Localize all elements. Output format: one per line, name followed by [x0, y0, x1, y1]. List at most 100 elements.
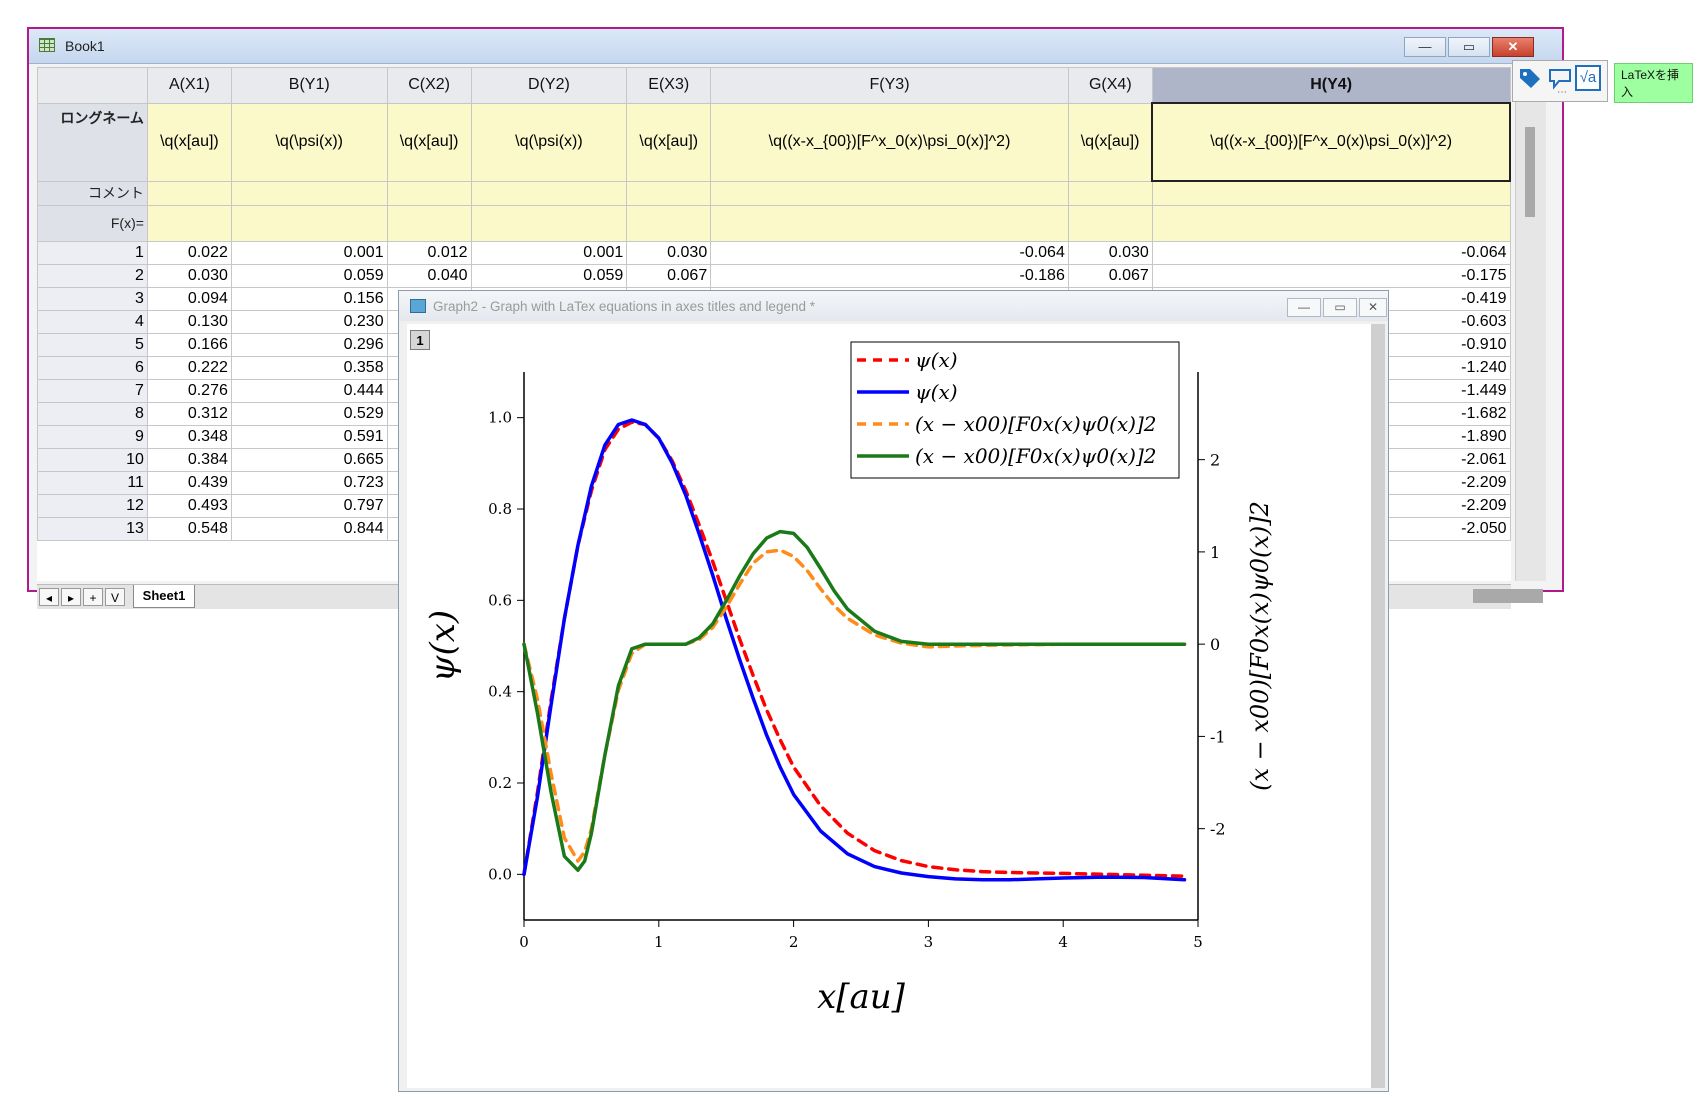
data-cell[interactable]: 0.067 [1067, 263, 1153, 288]
row-number[interactable]: 9 [37, 424, 148, 449]
comment-cell[interactable] [1151, 180, 1511, 206]
graph-window[interactable]: Graph2 - Graph with LaTex equations in a… [398, 290, 1389, 1092]
formula-cell[interactable] [1151, 204, 1511, 242]
graph-page[interactable]: 0 1 2 3 4 5 0.0 0.2 0.4 0.6 0.8 1.0 -2 -1 0 1 2 x[au] ψ(x)… [407, 324, 1371, 1088]
comment-cell[interactable] [386, 180, 472, 206]
column-header[interactable]: H(Y4) [1151, 67, 1511, 104]
column-header[interactable]: C(X2) [386, 67, 472, 104]
sqrt-latex-icon[interactable]: √a [1575, 65, 1601, 91]
row-number[interactable]: 7 [37, 378, 148, 403]
graph-titlebar[interactable]: Graph2 - Graph with LaTex equations in a… [399, 291, 1388, 321]
column-header[interactable]: E(X3) [626, 67, 712, 104]
data-cell[interactable]: 0.001 [470, 240, 628, 265]
tag-icon[interactable] [1517, 65, 1543, 91]
data-cell[interactable]: 0.797 [230, 493, 388, 518]
row-number[interactable]: 5 [37, 332, 148, 357]
comment-cell[interactable] [710, 180, 1069, 206]
graph-minimize-button[interactable]: — [1287, 298, 1321, 317]
row-number[interactable]: 2 [37, 263, 148, 288]
data-cell[interactable]: 0.276 [146, 378, 232, 403]
sheet-tab[interactable]: Sheet1 [133, 585, 195, 608]
close-button[interactable]: ✕ [1492, 37, 1534, 57]
formula-cell[interactable] [1067, 204, 1153, 242]
formula-cell[interactable] [470, 204, 628, 242]
data-cell[interactable]: 0.030 [146, 263, 232, 288]
longname-cell[interactable]: \q(x[au]) [1067, 102, 1153, 182]
data-cell[interactable]: 0.067 [626, 263, 712, 288]
graph-vertical-scrollbar[interactable] [1371, 324, 1385, 1088]
comment-cell[interactable] [146, 180, 232, 206]
row-number[interactable]: 11 [37, 470, 148, 495]
next-sheet-button[interactable]: ▸ [61, 588, 81, 606]
data-cell[interactable]: 0.022 [146, 240, 232, 265]
row-number[interactable]: 3 [37, 286, 148, 311]
column-header[interactable]: A(X1) [146, 67, 232, 104]
comment-cell[interactable] [230, 180, 388, 206]
column-header[interactable]: F(Y3) [710, 67, 1069, 104]
data-cell[interactable]: 0.348 [146, 424, 232, 449]
data-cell[interactable]: 0.548 [146, 516, 232, 541]
data-cell[interactable]: 0.222 [146, 355, 232, 380]
data-cell[interactable]: 0.166 [146, 332, 232, 357]
data-cell[interactable]: 0.723 [230, 470, 388, 495]
data-cell[interactable]: 0.358 [230, 355, 388, 380]
formula-cell[interactable] [230, 204, 388, 242]
row-number[interactable]: 10 [37, 447, 148, 472]
row-number[interactable]: 12 [37, 493, 148, 518]
table-row[interactable]: 2 0.030 0.059 0.040 0.059 0.067 -0.186 0.067 -0.… [37, 263, 1511, 288]
data-cell[interactable]: 0.591 [230, 424, 388, 449]
longname-cell[interactable]: \q(\psi(x)) [230, 102, 388, 182]
data-cell[interactable]: 0.001 [230, 240, 388, 265]
scrollbar-thumb[interactable] [1525, 127, 1535, 217]
data-cell[interactable]: 0.444 [230, 378, 388, 403]
workbook-titlebar[interactable]: Book1 — ▭ ✕ [29, 29, 1562, 64]
formula-cell[interactable] [710, 204, 1069, 242]
more-options[interactable]: ⋯ [1557, 87, 1567, 98]
comment-cell[interactable] [626, 180, 712, 206]
longname-cell[interactable]: \q(\psi(x)) [470, 102, 628, 182]
data-cell[interactable]: 0.059 [470, 263, 628, 288]
data-cell[interactable]: 0.030 [626, 240, 712, 265]
longname-cell[interactable]: \q(x[au]) [146, 102, 232, 182]
column-header[interactable]: D(Y2) [470, 67, 628, 104]
longname-cell[interactable]: \q(x[au]) [386, 102, 472, 182]
sheet-list-button[interactable]: V [105, 588, 125, 606]
longname-cell[interactable]: \q((x-x_{00})[F^x_0(x)\psi_0(x)]^2) [1151, 102, 1511, 182]
data-cell[interactable]: 0.040 [386, 263, 472, 288]
data-cell[interactable]: -0.175 [1151, 263, 1511, 288]
plot-area[interactable]: 0 1 2 3 4 5 0.0 0.2 0.4 0.6 0.8 1.0 -2 -1 0 1 2 x[au] ψ(x)… [407, 324, 1371, 1088]
worksheet-vertical-scrollbar[interactable] [1515, 67, 1546, 581]
data-cell[interactable]: 0.030 [1067, 240, 1153, 265]
graph-close-button[interactable]: ✕ [1359, 298, 1387, 317]
data-cell[interactable]: 0.439 [146, 470, 232, 495]
formula-cell[interactable] [626, 204, 712, 242]
row-number[interactable]: 1 [37, 240, 148, 265]
row-number[interactable]: 13 [37, 516, 148, 541]
data-cell[interactable]: 0.130 [146, 309, 232, 334]
data-cell[interactable]: 0.384 [146, 447, 232, 472]
data-cell[interactable]: 0.230 [230, 309, 388, 334]
maximize-button[interactable]: ▭ [1448, 37, 1490, 57]
corner-cell[interactable] [37, 67, 148, 104]
longname-cell[interactable]: \q(x[au]) [626, 102, 712, 182]
graph-maximize-button[interactable]: ▭ [1323, 298, 1357, 317]
longname-cell[interactable]: \q((x-x_{00})[F^x_0(x)\psi_0(x)]^2) [710, 102, 1069, 182]
column-header[interactable]: G(X4) [1067, 67, 1153, 104]
data-cell[interactable]: -0.064 [1151, 240, 1511, 265]
data-cell[interactable]: 0.156 [230, 286, 388, 311]
data-cell[interactable]: 0.094 [146, 286, 232, 311]
minimize-button[interactable]: — [1404, 37, 1446, 57]
layer-badge[interactable]: 1 [410, 330, 430, 350]
data-cell[interactable]: 0.665 [230, 447, 388, 472]
data-cell[interactable]: 0.844 [230, 516, 388, 541]
formula-cell[interactable] [146, 204, 232, 242]
row-number[interactable]: 6 [37, 355, 148, 380]
data-cell[interactable]: -0.064 [710, 240, 1069, 265]
callout-icon[interactable] [1547, 65, 1573, 91]
prev-sheet-button[interactable]: ◂ [39, 588, 59, 606]
data-cell[interactable]: 0.296 [230, 332, 388, 357]
table-row[interactable]: 1 0.022 0.001 0.012 0.001 0.030 -0.064 0.030 -0.… [37, 240, 1511, 265]
column-header[interactable]: B(Y1) [230, 67, 388, 104]
data-cell[interactable]: 0.493 [146, 493, 232, 518]
comment-cell[interactable] [1067, 180, 1153, 206]
